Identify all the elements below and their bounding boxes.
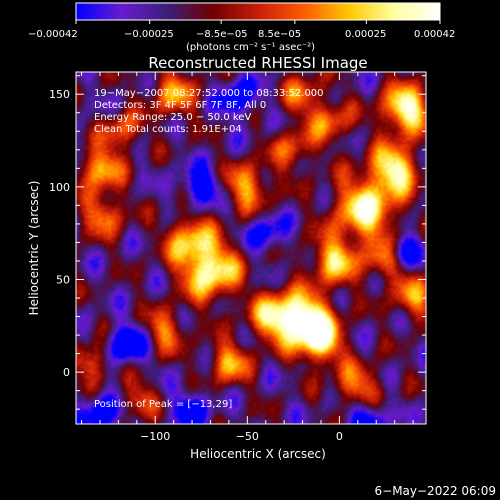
colorbar-tick-label-0: −0.00042 [28,29,78,40]
colorbar-tick-label-3: 8.5e−05 [258,29,301,40]
x-tick-label-minus-100: −100 [140,430,170,443]
colorbar-tick-label-4: 0.00025 [345,29,386,40]
annotation-time-range: 19−May−2007 08:27:52.000 to 08:33:52.000 [94,88,324,99]
axis-ticks [76,72,426,424]
annotation-energy-range: Energy Range: 25.0 − 50.0 keV [94,112,251,123]
x-tick-label-0: 0 [336,430,343,443]
x-tick-label-minus-50: −50 [236,430,259,443]
colorbar-tick-label-2: −8.5e−05 [196,29,248,40]
colorbar-tick-label-5: 0.00042 [414,29,455,40]
y-tick-label-0: 0 [63,366,70,379]
footer-timestamp: 6−May−2022 06:09 [375,484,497,498]
colorbar [75,2,441,21]
colorbar-tick-label-1: −0.00025 [124,29,174,40]
annotation-detectors: Detectors: 3F 4F 5F 6F 7F 8F, All 0 [94,100,266,111]
y-axis-label: Heliocentric Y (arcsec) [27,181,41,316]
heatmap-image [76,72,426,424]
chart-title: Reconstructed RHESSI Image [148,54,367,72]
annotation-total-counts: Clean Total counts: 1.91E+04 [94,124,242,135]
colorbar-ticks [75,20,441,24]
x-axis-label: Heliocentric X (arcsec) [190,447,326,461]
y-tick-label-100: 100 [49,181,70,194]
plot-frame [75,71,427,425]
peak-position-label: Position of Peak = [−13,29] [94,399,232,410]
colorbar-unit-label: (photons cm⁻² s⁻¹ asec⁻²) [186,42,315,53]
y-tick-label-150: 150 [49,88,70,101]
y-tick-label-50: 50 [56,273,70,286]
